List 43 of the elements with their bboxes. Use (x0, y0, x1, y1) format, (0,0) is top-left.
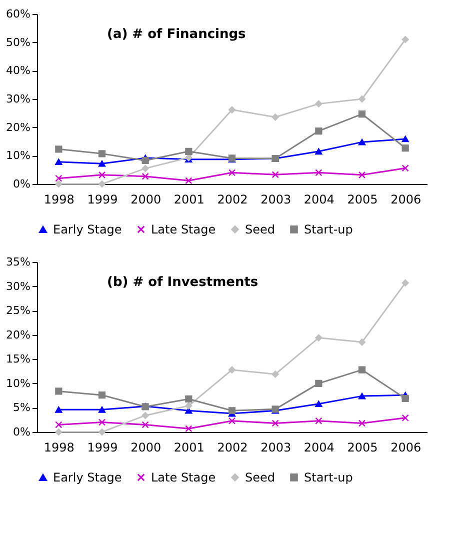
x-tick-label: 2003 (260, 192, 292, 206)
x-tick-label: 2006 (390, 192, 422, 206)
text: (b) # of Investments (107, 275, 258, 290)
y-tick-label: 50% (6, 36, 30, 49)
text: (a) # of Financings (107, 27, 246, 42)
y-tick-label: 35% (6, 256, 30, 268)
y-tick-label: 5% (13, 401, 30, 414)
x-tick-label: 2001 (174, 440, 204, 454)
x-tick-label: 1998 (44, 440, 74, 454)
x-tick-label: 2004 (304, 192, 334, 206)
y-tick-label: 20% (6, 120, 30, 134)
y-tick-label: 0% (13, 426, 30, 438)
x-tick-label: 2005 (347, 192, 378, 206)
y-tick-label: 10% (6, 376, 30, 390)
x-tick-label: 2002 (217, 192, 248, 206)
x-tick-label: 2000 (130, 192, 162, 206)
legend-label: Late Stage (151, 222, 216, 236)
legend-label: Start-up (304, 470, 353, 484)
x-tick-label: 2005 (347, 440, 378, 454)
x-tick-label: 2002 (217, 440, 248, 454)
y-tick-label: 10% (6, 149, 30, 162)
y-tick-label: 30% (6, 280, 30, 293)
y-tick-label: 15% (6, 352, 30, 366)
x-tick-label: 2004 (304, 440, 334, 454)
x-tick-label: 1999 (87, 192, 118, 206)
legend-label: Start-up (304, 222, 353, 236)
y-tick-label: 20% (6, 328, 30, 342)
legend-label: Early Stage (53, 222, 122, 236)
x-tick-label: 2001 (174, 192, 204, 206)
y-tick-label: 30% (6, 92, 30, 106)
legend-label: Late Stage (151, 470, 216, 484)
x-tick-label: 2003 (260, 440, 292, 454)
y-tick-label: 40% (6, 64, 30, 78)
y-tick-label: 0% (13, 178, 30, 190)
x-tick-label: 1999 (87, 440, 118, 454)
legend-label: Seed (245, 222, 275, 236)
y-tick-label: 25% (6, 304, 30, 318)
x-tick-label: 2006 (390, 440, 422, 454)
x-tick-label: 1998 (44, 192, 74, 206)
legend-label: Early Stage (53, 470, 122, 484)
x-tick-label: 2000 (130, 440, 162, 454)
legend-label: Seed (245, 470, 275, 484)
y-tick-label: 60% (6, 8, 30, 20)
